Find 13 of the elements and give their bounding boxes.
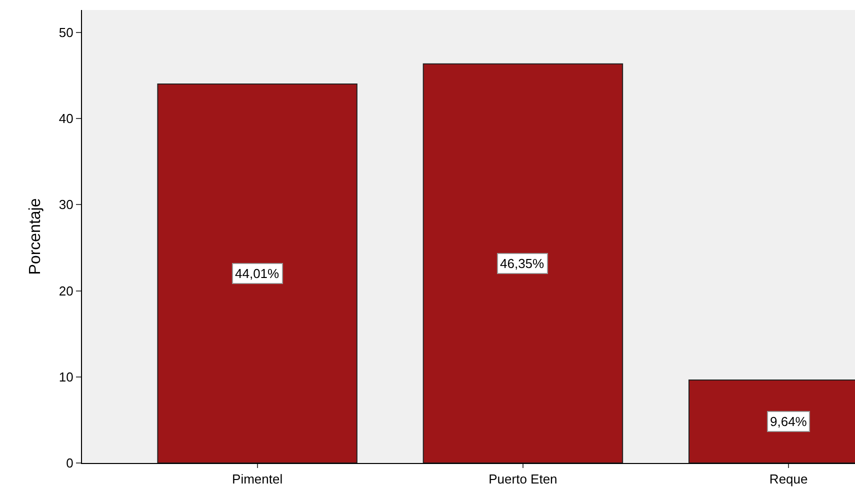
- data-label: 44,01%: [235, 266, 280, 281]
- data-label: 9,64%: [770, 414, 808, 429]
- x-tick-label: Pimentel: [232, 472, 283, 487]
- data-label: 46,35%: [500, 256, 545, 271]
- y-tick-label: 50: [58, 24, 74, 40]
- y-axis-title: Porcentaje: [26, 198, 44, 275]
- y-tick-label: 40: [58, 111, 74, 126]
- y-tick-label: 30: [58, 197, 74, 212]
- y-tick-label: 10: [58, 369, 74, 384]
- x-tick-label: Puerto Eten: [488, 472, 558, 487]
- x-tick-label: Reque: [769, 472, 808, 487]
- y-tick-label: 20: [58, 283, 74, 298]
- y-tick-label: 0: [66, 456, 74, 471]
